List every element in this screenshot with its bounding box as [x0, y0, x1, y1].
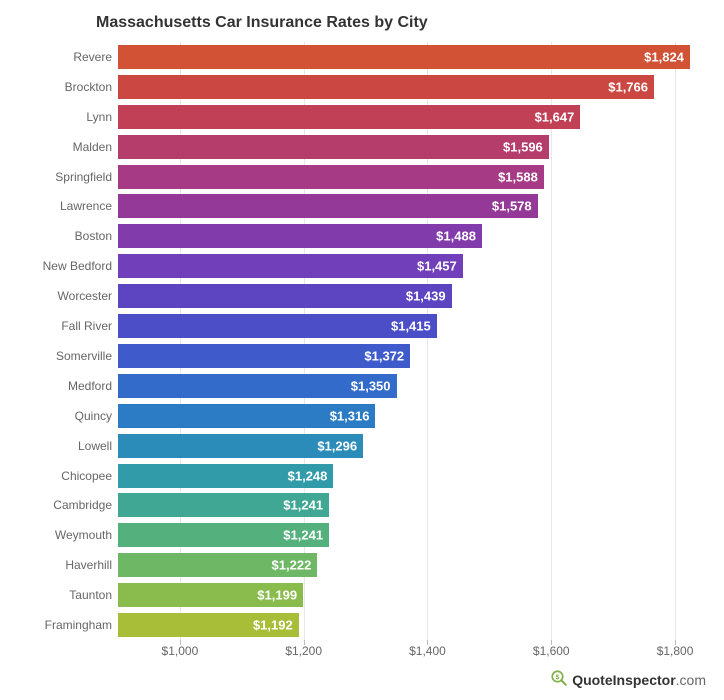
chart-plot-area: Revere Brockton Lynn Malden Springfield Lawre…	[18, 42, 706, 640]
y-axis-label: Springfield	[18, 170, 118, 184]
y-axis-label: Haverhill	[18, 558, 118, 572]
y-axis-label: Malden	[18, 140, 118, 154]
y-axis-label: Fall River	[18, 319, 118, 333]
y-axis-label: Somerville	[18, 349, 118, 363]
chart-container: Massachusetts Car Insurance Rates by Cit…	[0, 0, 724, 700]
y-axis-labels: Revere Brockton Lynn Malden Springfield Lawre…	[18, 42, 118, 640]
attribution-brand: QuoteInspector	[572, 672, 675, 688]
bar-value-label: $1,316	[330, 408, 370, 423]
chart-title: Massachusetts Car Insurance Rates by Cit…	[96, 14, 706, 32]
bar-value-label: $1,488	[436, 229, 476, 244]
bar: $1,372	[118, 344, 410, 368]
bar-value-label: $1,192	[253, 618, 293, 633]
y-axis-label: Brockton	[18, 80, 118, 94]
attribution-text: QuoteInspector.com	[572, 672, 706, 688]
y-axis-label: Lynn	[18, 110, 118, 124]
gridline	[427, 42, 428, 640]
y-axis-label: Framingham	[18, 618, 118, 632]
bar: $1,766	[118, 75, 654, 99]
bar: $1,824	[118, 45, 690, 69]
y-axis-label: Cambridge	[18, 498, 118, 512]
bar-value-label: $1,248	[288, 468, 328, 483]
bar: $1,199	[118, 583, 303, 607]
bar: $1,439	[118, 284, 452, 308]
x-tick-label: $1,800	[657, 644, 694, 658]
bar: $1,192	[118, 613, 299, 637]
bar-value-label: $1,596	[503, 139, 543, 154]
bar: $1,488	[118, 224, 482, 248]
y-axis-label: New Bedford	[18, 259, 118, 273]
y-axis-label: Lawrence	[18, 199, 118, 213]
bar-value-label: $1,578	[492, 199, 532, 214]
x-tick-label: $1,400	[409, 644, 446, 658]
y-axis-label: Chicopee	[18, 469, 118, 483]
y-axis-label: Taunton	[18, 588, 118, 602]
y-axis-label: Boston	[18, 229, 118, 243]
bar: $1,241	[118, 493, 329, 517]
x-tick-label: $1,000	[162, 644, 199, 658]
attribution: $ QuoteInspector.com	[550, 669, 706, 690]
x-tick-label: $1,600	[533, 644, 570, 658]
y-axis-label: Medford	[18, 379, 118, 393]
attribution-suffix: .com	[676, 672, 706, 688]
bar: $1,588	[118, 165, 544, 189]
bar-value-label: $1,222	[272, 558, 312, 573]
bar-value-label: $1,766	[608, 79, 648, 94]
bar: $1,316	[118, 404, 375, 428]
y-axis-label: Weymouth	[18, 528, 118, 542]
svg-text:$: $	[556, 674, 560, 681]
bar: $1,457	[118, 254, 463, 278]
bar-value-label: $1,199	[257, 588, 297, 603]
gridline	[551, 42, 552, 640]
gridline	[675, 42, 676, 640]
bar-value-label: $1,824	[644, 49, 684, 64]
y-axis-label: Worcester	[18, 289, 118, 303]
bar: $1,248	[118, 464, 333, 488]
bar-value-label: $1,241	[283, 528, 323, 543]
bar: $1,596	[118, 135, 549, 159]
bar-value-label: $1,647	[535, 109, 575, 124]
bar-value-label: $1,439	[406, 289, 446, 304]
bar-value-label: $1,372	[364, 348, 404, 363]
y-axis-label: Quincy	[18, 409, 118, 423]
bar: $1,222	[118, 553, 317, 577]
bar-value-label: $1,415	[391, 319, 431, 334]
bar: $1,241	[118, 523, 329, 547]
bar: $1,647	[118, 105, 580, 129]
bars-area: $1,000$1,200$1,400$1,600$1,800$1,824$1,7…	[118, 42, 706, 640]
bar-value-label: $1,350	[351, 378, 391, 393]
bar-value-label: $1,241	[283, 498, 323, 513]
bar: $1,415	[118, 314, 437, 338]
gridline	[304, 42, 305, 640]
bar: $1,296	[118, 434, 363, 458]
bar-value-label: $1,457	[417, 259, 457, 274]
magnifier-icon: $	[550, 669, 568, 690]
bar: $1,350	[118, 374, 397, 398]
y-axis-label: Revere	[18, 50, 118, 64]
gridline	[180, 42, 181, 640]
y-axis-label: Lowell	[18, 439, 118, 453]
bar-value-label: $1,588	[498, 169, 538, 184]
bar-value-label: $1,296	[317, 438, 357, 453]
x-tick-label: $1,200	[285, 644, 322, 658]
bar: $1,578	[118, 194, 538, 218]
